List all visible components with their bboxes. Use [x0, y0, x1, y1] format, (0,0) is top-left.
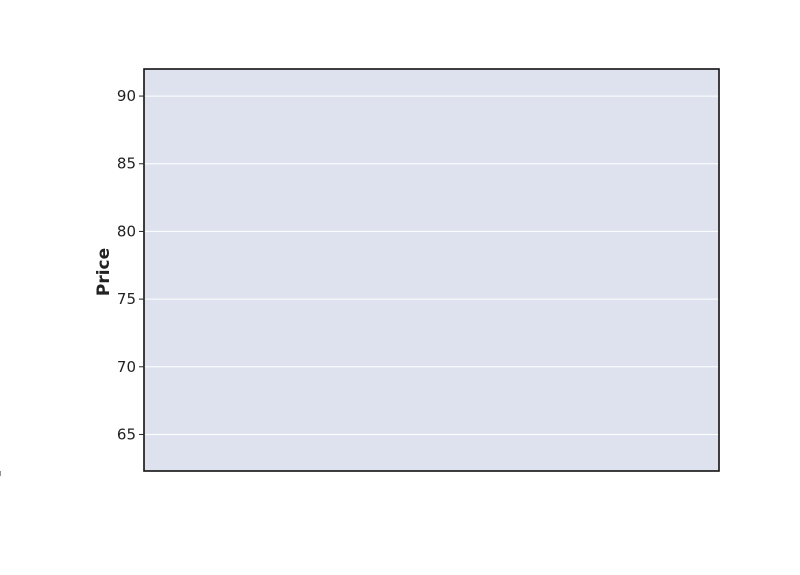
y-axis-ticks: 65 70 75 80 85 90 [117, 87, 144, 443]
plot-area [144, 69, 719, 471]
gridlines [0, 69, 719, 471]
y-axis-label: Price [94, 248, 114, 296]
y-tick-label: 90 [117, 87, 136, 105]
y-tick-label: 70 [117, 358, 136, 376]
plot-frame [143, 68, 720, 472]
y-tick-label: 80 [117, 222, 136, 240]
y-tick-label: 65 [117, 425, 136, 443]
y-tick-label: 85 [117, 155, 136, 173]
y-tick-label: 75 [117, 290, 136, 308]
